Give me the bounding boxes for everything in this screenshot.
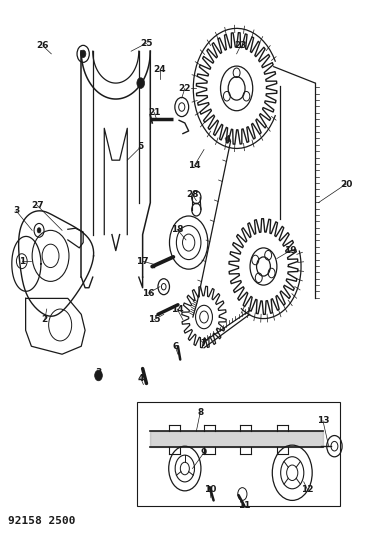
Text: 2: 2 [42,315,48,324]
Text: 25: 25 [140,39,153,48]
Text: 27: 27 [31,201,44,210]
Text: 19: 19 [284,246,296,255]
Text: 10: 10 [204,485,216,494]
Text: 23: 23 [234,42,247,51]
Text: 5: 5 [137,142,144,151]
Text: 28: 28 [186,190,199,199]
Text: 13: 13 [317,416,329,425]
Text: 16: 16 [142,288,155,297]
Text: 92158 2500: 92158 2500 [8,516,76,527]
Text: 14: 14 [171,304,184,313]
Text: 26: 26 [37,42,49,51]
Text: 24: 24 [154,66,166,74]
Text: 20: 20 [340,180,352,189]
Text: 8: 8 [197,408,203,417]
Text: 3: 3 [95,368,102,377]
Text: 11: 11 [238,501,251,510]
Text: 17: 17 [136,257,149,265]
Text: 18: 18 [171,225,183,234]
Circle shape [137,78,144,88]
Circle shape [37,228,41,233]
Text: 1: 1 [18,257,25,265]
Circle shape [95,370,102,381]
Text: 6: 6 [172,342,178,351]
Text: 4: 4 [137,374,144,383]
Text: 22: 22 [179,84,191,93]
Bar [137,402,340,506]
Text: 14: 14 [188,161,201,170]
Text: 12: 12 [301,485,314,494]
Text: 15: 15 [148,315,161,324]
Text: 3: 3 [13,206,19,215]
Text: 21: 21 [148,108,161,117]
Text: 9: 9 [201,448,207,457]
Circle shape [80,50,86,58]
Text: 7: 7 [201,339,207,348]
